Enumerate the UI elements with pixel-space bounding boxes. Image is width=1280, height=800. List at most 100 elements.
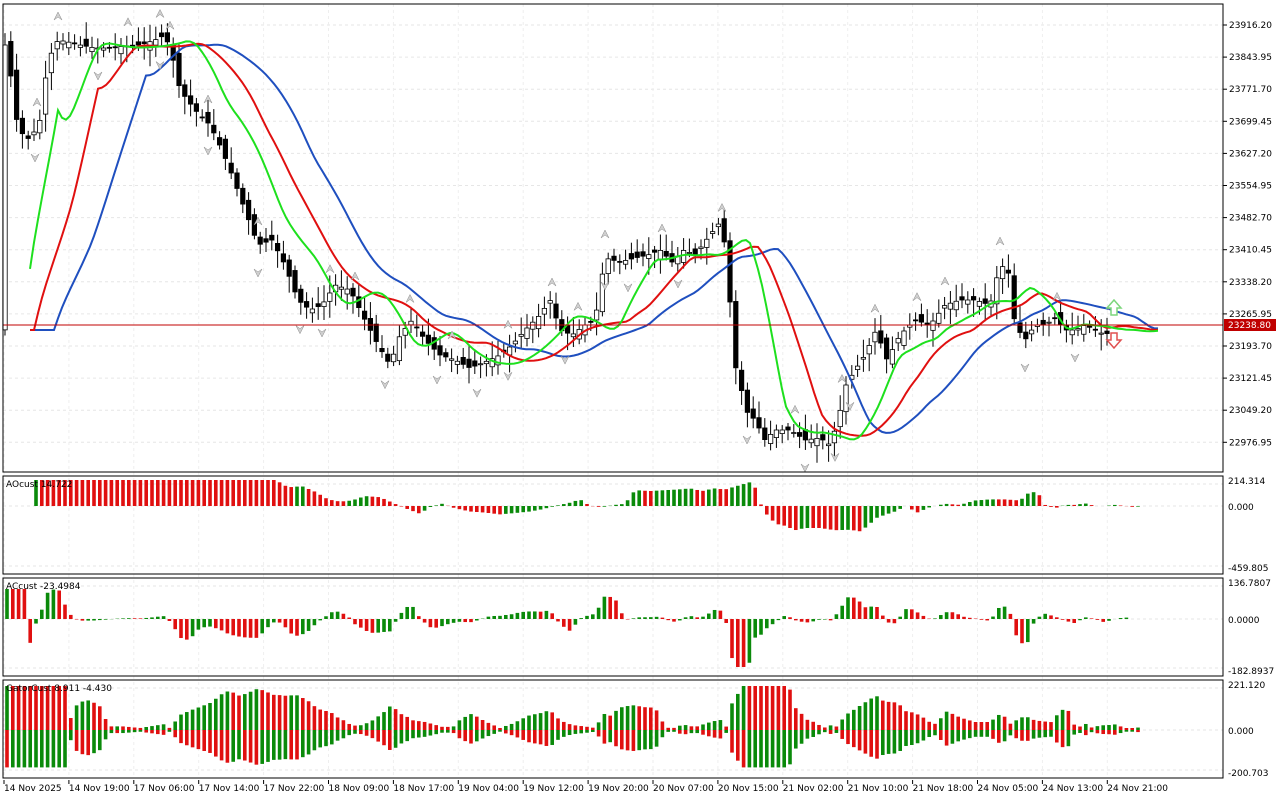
ao-bar bbox=[312, 491, 317, 506]
gator-lower-bar bbox=[573, 730, 578, 734]
ao-bar bbox=[324, 498, 328, 506]
gator-lower-bar bbox=[266, 730, 270, 762]
ac-axis-bottom: -182.8937 bbox=[1228, 667, 1274, 677]
ac-bar bbox=[1095, 619, 1100, 620]
ao-bar bbox=[353, 499, 357, 506]
ac-bar bbox=[69, 614, 73, 619]
ao-histogram bbox=[34, 480, 1140, 532]
ao-bar bbox=[567, 502, 572, 506]
ac-bar bbox=[614, 600, 618, 619]
gator-lower-bar bbox=[1026, 730, 1030, 741]
gator-lower-bar bbox=[1031, 730, 1036, 739]
gator-lower-bar bbox=[765, 730, 769, 768]
fractal-up-marker bbox=[350, 271, 360, 281]
gator-lower-bar bbox=[28, 730, 32, 768]
ao-label: AOcust 14.722 bbox=[6, 480, 72, 490]
gator-lower-bar bbox=[707, 730, 711, 737]
candle-body bbox=[43, 77, 49, 115]
gator-upper-bar bbox=[69, 718, 73, 730]
gator-upper-bar bbox=[22, 686, 27, 730]
candle-body bbox=[704, 238, 710, 248]
candle-body bbox=[1011, 275, 1017, 320]
candle-body bbox=[1017, 322, 1023, 333]
gator-upper-bar bbox=[306, 701, 311, 730]
ao-bar bbox=[132, 480, 137, 506]
gator-lower-bar bbox=[417, 730, 421, 738]
gator-upper-bar bbox=[556, 718, 560, 730]
gator-upper-bar bbox=[1020, 717, 1024, 730]
gator-lower-bar bbox=[985, 730, 989, 737]
gator-lower-bar bbox=[51, 730, 56, 768]
gator-lower-bar bbox=[666, 730, 670, 732]
candle-body bbox=[361, 310, 368, 320]
candle-body bbox=[240, 187, 246, 205]
gator-upper-bar bbox=[434, 725, 438, 730]
candle-body bbox=[826, 443, 832, 447]
ac-bar bbox=[51, 589, 56, 619]
candle-body bbox=[25, 135, 31, 139]
gator-upper-bar bbox=[527, 715, 531, 730]
candle-body bbox=[280, 253, 287, 263]
gator-lower-bar bbox=[544, 730, 549, 746]
gator-lower-bar bbox=[991, 730, 995, 739]
gator-lower-bar bbox=[179, 730, 183, 744]
ao-bar bbox=[643, 490, 647, 506]
price-tick-label: 23627.20 bbox=[1229, 149, 1272, 159]
gator-upper-bar bbox=[1055, 715, 1059, 730]
gator-lower-bar bbox=[289, 730, 293, 760]
gator-upper-bar bbox=[973, 722, 978, 730]
gator-lower-bar bbox=[782, 730, 786, 768]
fractal-up-marker bbox=[123, 17, 133, 26]
candle-body bbox=[309, 308, 316, 314]
ao-bar bbox=[457, 506, 462, 510]
ao-bar bbox=[509, 506, 514, 514]
candle-body bbox=[1005, 269, 1012, 274]
price-tick-label: 23193.70 bbox=[1229, 342, 1272, 352]
gator-lower-bar bbox=[973, 730, 978, 737]
ao-bar bbox=[301, 486, 305, 506]
candle-body bbox=[1075, 328, 1081, 331]
gator-lower-bar bbox=[11, 730, 15, 768]
gator-lower-bar bbox=[69, 730, 73, 741]
ac-bar bbox=[161, 616, 166, 619]
ao-bar bbox=[243, 480, 247, 506]
ac-bar bbox=[1055, 617, 1059, 619]
candle-body bbox=[350, 287, 356, 297]
candle-body bbox=[901, 330, 907, 346]
time-tick-label: 24 Nov 05:00 bbox=[978, 784, 1039, 794]
ao-bar bbox=[921, 506, 926, 510]
time-tick-label: 20 Nov 07:00 bbox=[653, 784, 714, 794]
gator-lower-bar bbox=[330, 730, 334, 745]
gator-upper-bar bbox=[533, 714, 537, 730]
ac-bar bbox=[660, 617, 665, 619]
gator-upper-bar bbox=[260, 690, 264, 730]
ac-bar bbox=[765, 619, 769, 629]
ao-bar bbox=[486, 506, 491, 513]
candle-body bbox=[773, 429, 780, 438]
ao-bar bbox=[173, 480, 177, 506]
ao-bar bbox=[1020, 498, 1024, 506]
ao-bar bbox=[161, 480, 166, 506]
gator-lower-bar bbox=[5, 730, 9, 768]
gator-upper-bar bbox=[11, 686, 15, 730]
candle-body bbox=[199, 116, 205, 119]
ao-bar bbox=[782, 506, 786, 526]
ao-bar bbox=[915, 506, 920, 513]
gator-lower-bar bbox=[376, 730, 380, 742]
candle-body bbox=[959, 296, 965, 301]
gator-lower-bar bbox=[312, 730, 317, 751]
ac-bar bbox=[828, 619, 833, 621]
ac-bar bbox=[277, 619, 282, 623]
gator-upper-bar bbox=[956, 716, 960, 730]
gator-lower-bar bbox=[388, 730, 392, 750]
ac-bar bbox=[846, 597, 850, 619]
ac-bar bbox=[596, 607, 601, 619]
ao-bar bbox=[405, 506, 409, 509]
gator-upper-bar bbox=[1124, 728, 1129, 730]
ac-bar bbox=[144, 617, 148, 619]
ao-bar bbox=[196, 480, 201, 506]
gator-upper-bar bbox=[817, 724, 821, 730]
ao-bar bbox=[805, 506, 810, 528]
gator-upper-bar bbox=[469, 714, 473, 730]
